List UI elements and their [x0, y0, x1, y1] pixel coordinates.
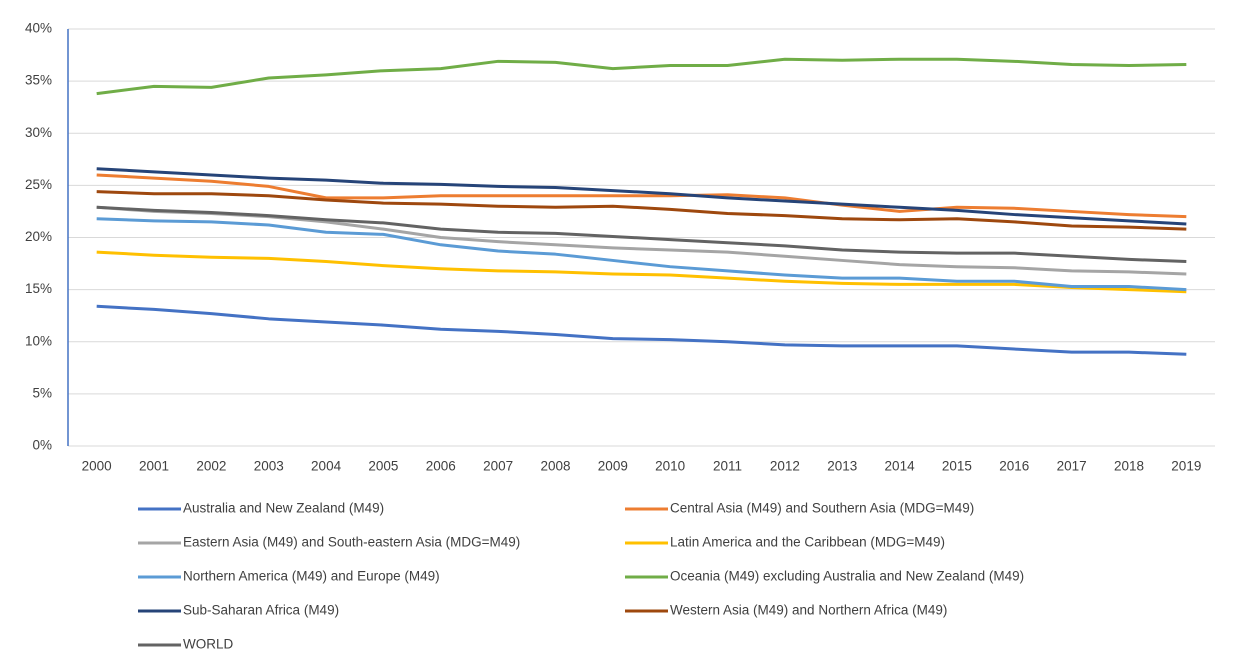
x-tick-label: 2007 — [483, 459, 513, 474]
series-line — [96, 190, 1187, 231]
y-tick-label: 15% — [25, 281, 52, 296]
x-tick-label: 2012 — [770, 459, 800, 474]
x-tick-label: 2001 — [139, 459, 169, 474]
legend-label: Eastern Asia (M49) and South-eastern Asi… — [183, 535, 520, 550]
y-tick-label: 30% — [25, 125, 52, 140]
x-tick-label: 2016 — [999, 459, 1029, 474]
x-tick-label: 2005 — [368, 459, 398, 474]
y-tick-label: 0% — [32, 438, 52, 453]
y-tick-label: 25% — [25, 177, 52, 192]
series-line — [96, 304, 1187, 356]
x-tick-label: 2011 — [713, 459, 742, 474]
legend-label: Central Asia (M49) and Southern Asia (MD… — [670, 501, 974, 516]
series-line — [96, 173, 1187, 219]
x-tick-label: 2015 — [942, 459, 972, 474]
series-line — [96, 57, 1187, 96]
y-tick-label: 35% — [25, 73, 52, 88]
y-tick-label: 20% — [25, 229, 52, 244]
x-tick-label: 2008 — [540, 459, 570, 474]
series-line — [96, 205, 1187, 263]
x-tick-label: 2010 — [655, 459, 685, 474]
series-line — [96, 250, 1187, 294]
x-tick-label: 2018 — [1114, 459, 1144, 474]
x-tick-label: 2017 — [1057, 459, 1087, 474]
y-tick-label: 5% — [32, 385, 52, 400]
x-tick-label: 2006 — [426, 459, 456, 474]
legend-label: Oceania (M49) excluding Australia and Ne… — [670, 569, 1024, 584]
x-tick-label: 2009 — [598, 459, 628, 474]
x-tick-label: 2004 — [311, 459, 342, 474]
legend-label: Australia and New Zealand (M49) — [183, 501, 384, 516]
legend-label: WORLD — [183, 637, 234, 652]
x-tick-label: 2000 — [82, 459, 112, 474]
x-tick-label: 2013 — [827, 459, 857, 474]
y-tick-label: 10% — [25, 333, 52, 348]
legend-label: Western Asia (M49) and Northern Africa (… — [670, 603, 947, 618]
x-tick-label: 2014 — [885, 459, 916, 474]
x-tick-label: 2003 — [254, 459, 284, 474]
legend-label: Northern America (M49) and Europe (M49) — [183, 569, 440, 584]
legend-label: Sub-Saharan Africa (M49) — [183, 603, 339, 618]
legend-label: Latin America and the Caribbean (MDG=M49… — [670, 535, 945, 550]
y-tick-label: 40% — [25, 21, 52, 36]
x-tick-label: 2002 — [196, 459, 226, 474]
series-line — [96, 217, 1187, 292]
x-tick-label: 2019 — [1171, 459, 1201, 474]
series-line — [96, 167, 1187, 226]
